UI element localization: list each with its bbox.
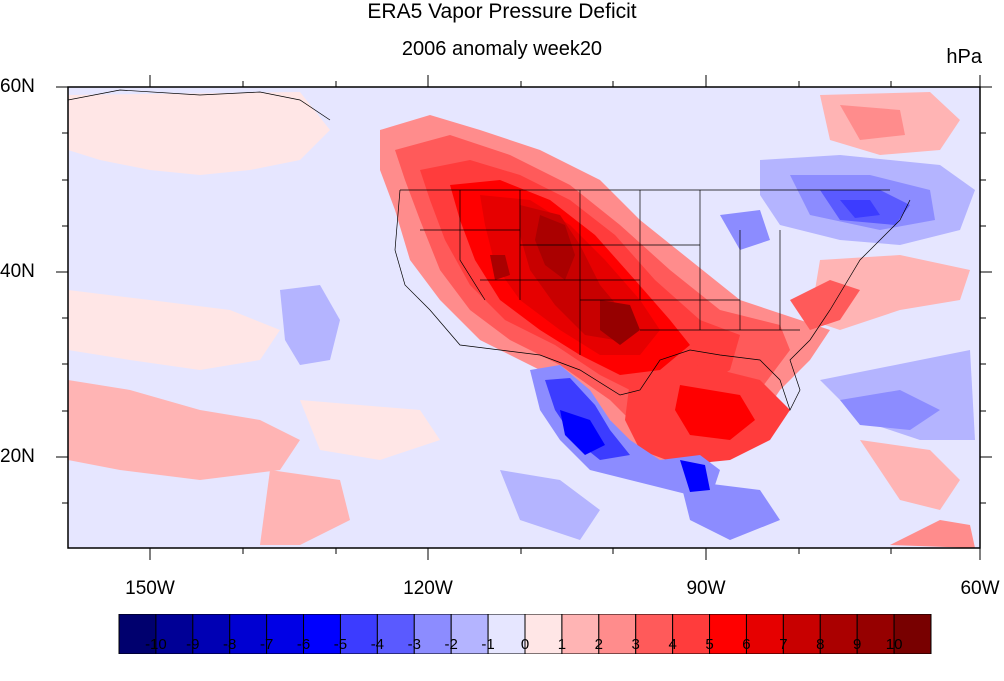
colorbar-label: -1 xyxy=(481,636,495,653)
colorbar-label: 9 xyxy=(853,636,862,653)
boundaries xyxy=(68,89,911,411)
colorbar-swatch xyxy=(893,614,932,654)
colorbar-swatch xyxy=(266,614,305,654)
axis-ticks xyxy=(56,75,992,560)
colorbar-label: -2 xyxy=(444,636,458,653)
colorbar-swatch xyxy=(192,614,231,654)
lat-label-60n: 60N xyxy=(0,76,35,97)
colorbar-label: -3 xyxy=(407,636,421,653)
colorbar-label: 8 xyxy=(816,636,825,653)
colorbar-label: -6 xyxy=(296,636,311,653)
colorbar-label: 7 xyxy=(779,636,788,653)
anomaly-field xyxy=(68,87,980,548)
colorbar-swatch xyxy=(155,614,194,654)
colorbar-swatch xyxy=(303,614,341,654)
lon-label-90w: 90W xyxy=(686,578,726,599)
colorbar-label: -9 xyxy=(186,636,200,653)
colorbar-swatch xyxy=(745,614,784,654)
colorbar-label: -5 xyxy=(333,636,348,653)
units-label: hPa xyxy=(946,46,982,68)
colorbar-label: -7 xyxy=(259,636,274,653)
colorbar-swatch xyxy=(376,614,415,654)
colorbar-swatch xyxy=(229,614,268,654)
colorbar-label: 5 xyxy=(705,636,714,653)
lon-label-150w: 150W xyxy=(125,578,175,599)
colorbar-label: -10 xyxy=(145,636,167,653)
colorbar-swatch xyxy=(819,614,858,654)
lon-label-120w: 120W xyxy=(403,578,453,599)
colorbar-label: 0 xyxy=(520,636,530,653)
mexico-blue-anomaly xyxy=(530,365,720,500)
lat-label-40n: 40N xyxy=(0,261,35,282)
colorbar-swatch xyxy=(598,614,637,654)
lon-label-60w: 60W xyxy=(960,578,1000,599)
colorbar-label: 3 xyxy=(631,636,640,653)
colorbar-label: 1 xyxy=(557,636,567,653)
colorbar-label: 6 xyxy=(742,636,751,653)
colorbar-swatch xyxy=(413,614,452,654)
colorbar-label: 4 xyxy=(668,636,677,653)
colorbar-swatch xyxy=(524,614,563,654)
colorbar-label: 10 xyxy=(885,636,903,653)
colorbar-label: -4 xyxy=(370,636,385,653)
colorbar xyxy=(118,614,932,654)
colorbar-label: 2 xyxy=(594,636,603,653)
lat-label-20n: 20N xyxy=(0,446,35,467)
colorbar-swatch xyxy=(561,614,600,654)
map-title: ERA5 Vapor Pressure Deficit xyxy=(367,0,637,23)
colorbar-swatch xyxy=(856,614,895,654)
colorbar-label: -8 xyxy=(223,636,237,653)
map-subtitle: 2006 anomaly week20 xyxy=(401,38,603,60)
